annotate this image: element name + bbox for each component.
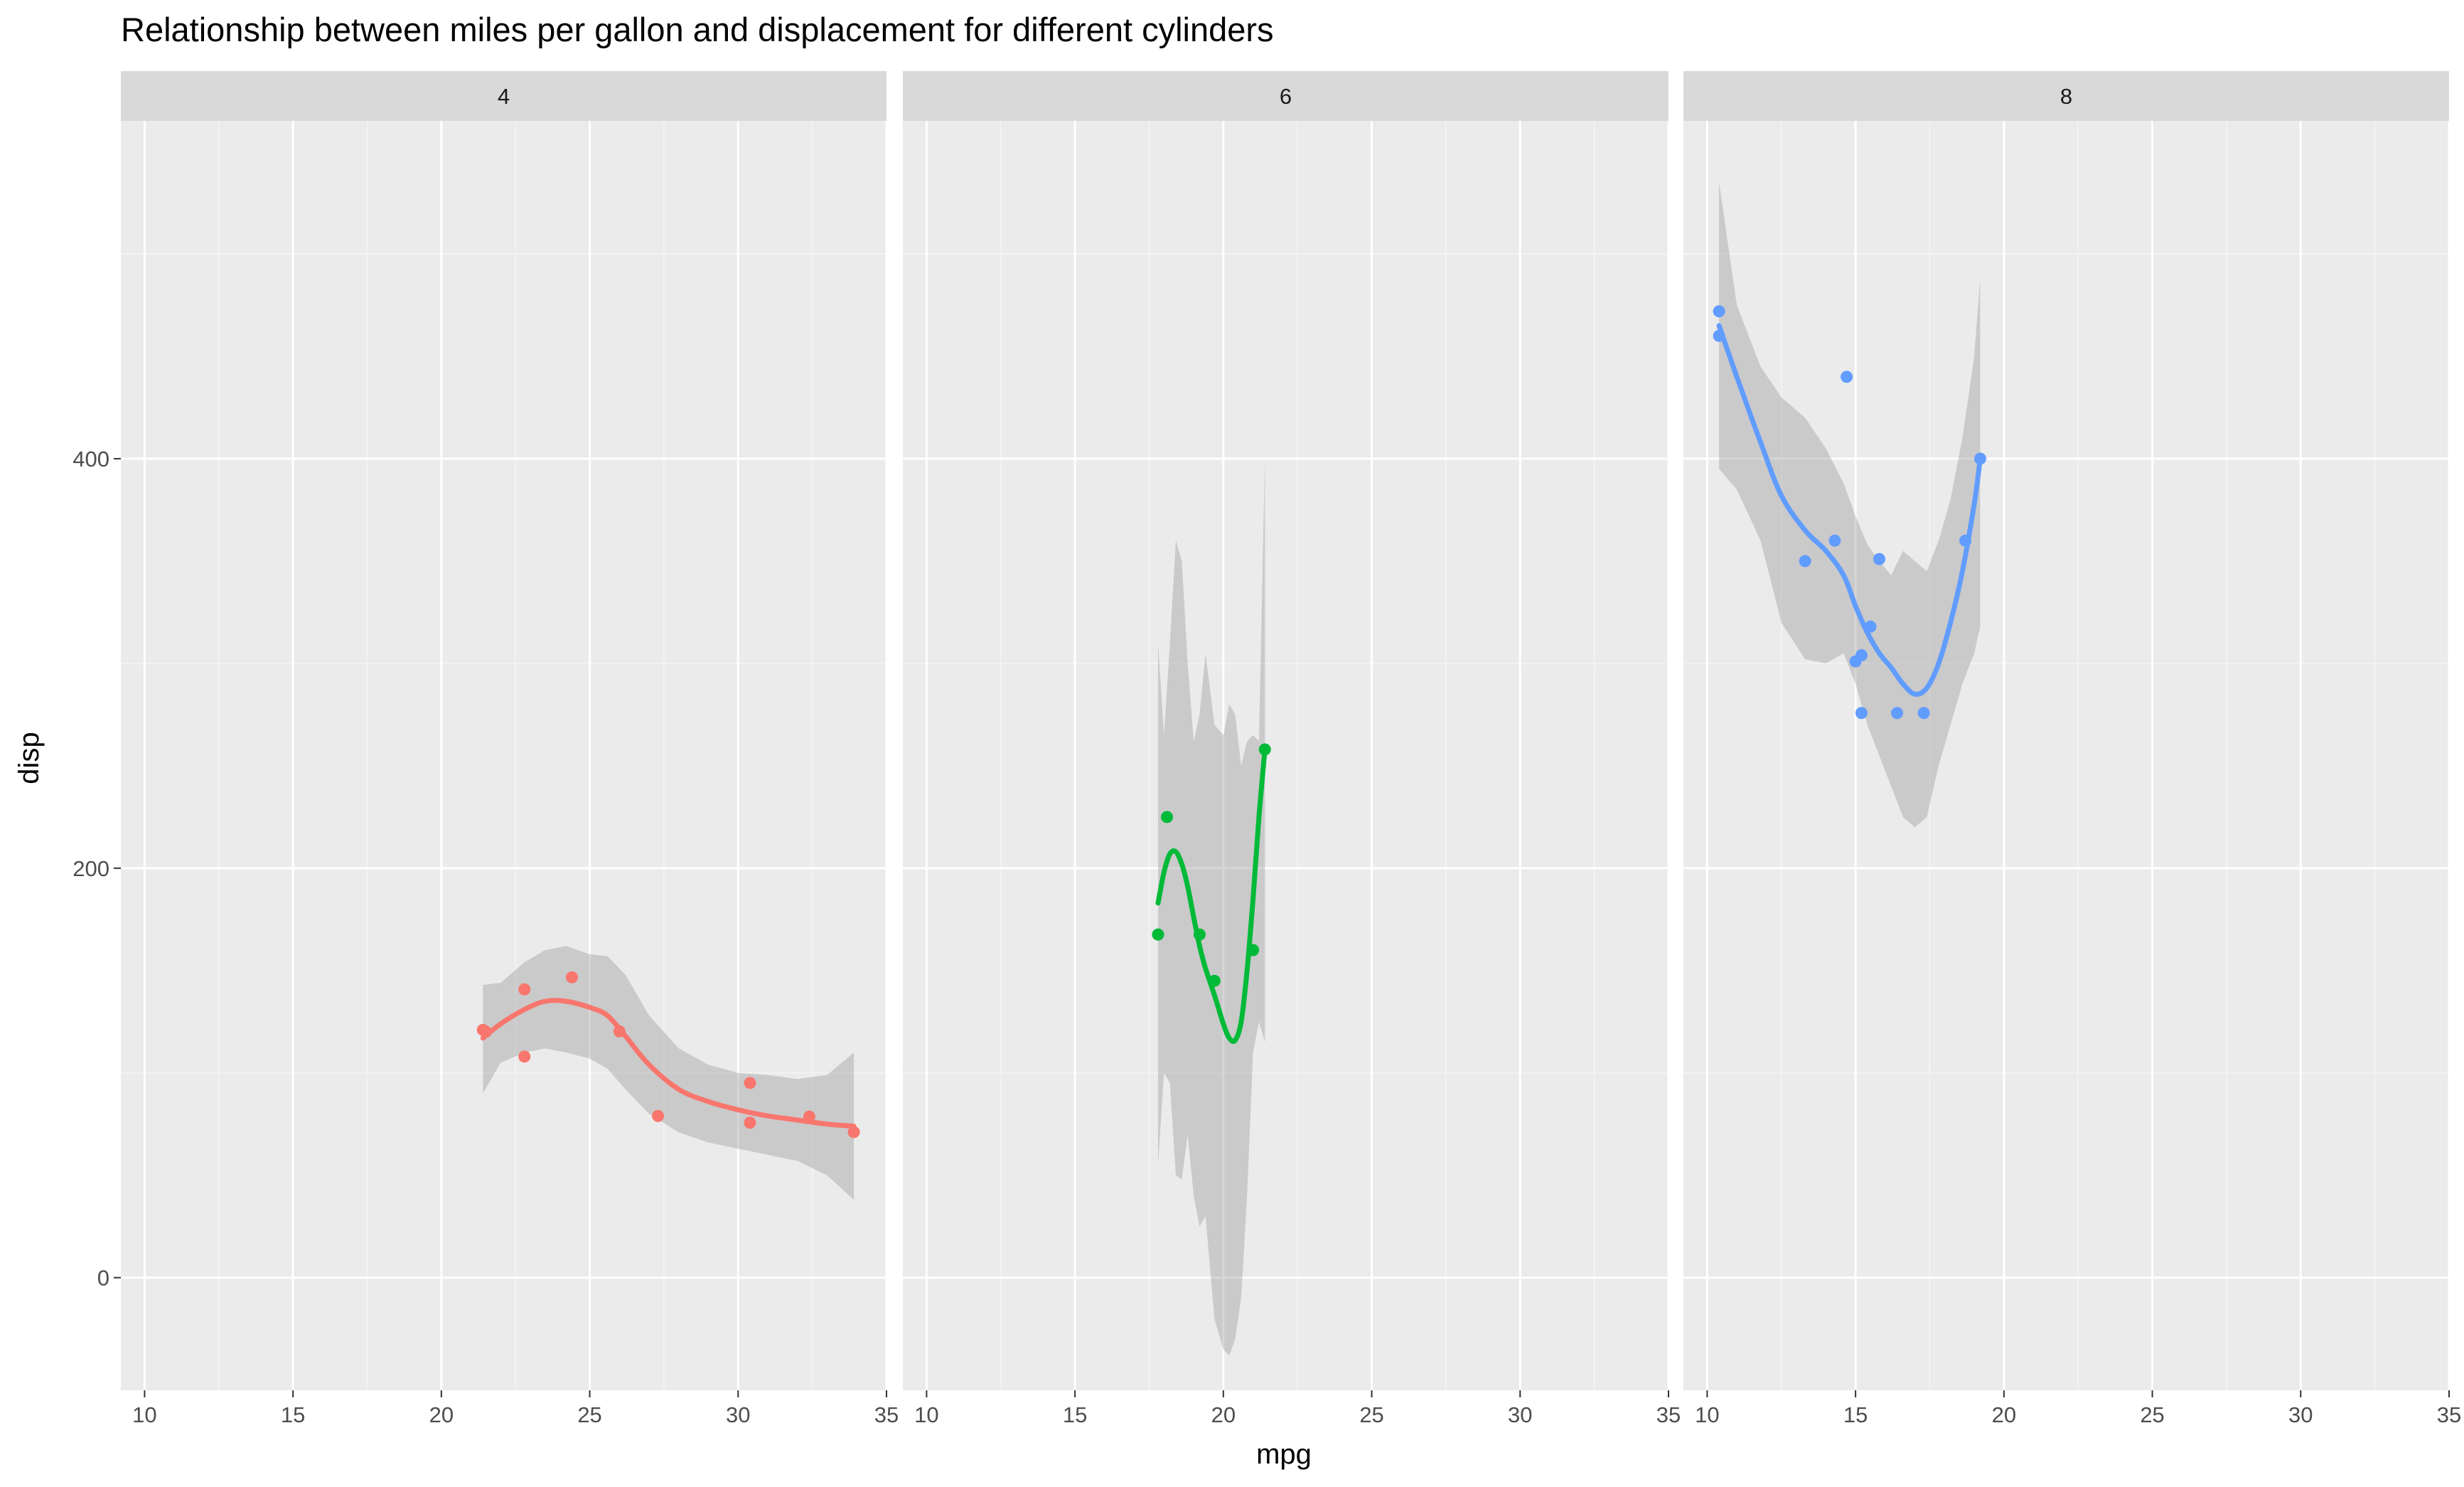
- data-point: [1849, 655, 1862, 668]
- x-tick-label: 10: [1695, 1402, 1719, 1427]
- data-point: [1891, 707, 1904, 720]
- facet-strip: [1683, 71, 2449, 121]
- x-tick-label: 25: [1359, 1402, 1383, 1427]
- data-point: [1152, 928, 1164, 941]
- facet-strip-label: 4: [498, 84, 510, 109]
- data-point: [1917, 707, 1930, 720]
- x-tick-label: 15: [281, 1402, 305, 1427]
- data-point: [652, 1109, 665, 1122]
- x-tick-label: 30: [726, 1402, 750, 1427]
- panel-background: [1683, 121, 2449, 1390]
- data-point: [1855, 707, 1868, 720]
- data-point: [744, 1077, 756, 1089]
- x-tick-label: 35: [1656, 1402, 1681, 1427]
- y-axis-title: disp: [14, 732, 45, 784]
- facet-panels: 4 6 8: [121, 71, 2450, 1390]
- y-tick-label: 400: [73, 447, 109, 471]
- x-tick-label: 15: [1063, 1402, 1087, 1427]
- data-point: [518, 983, 531, 996]
- facet-strip: [121, 71, 886, 121]
- chart-title: Relationship between miles per gallon an…: [121, 11, 1274, 48]
- x-tick-label: 10: [132, 1402, 156, 1427]
- panel-data: [1152, 459, 1271, 1356]
- panel-data: [476, 946, 860, 1200]
- x-tick-label: 25: [2140, 1402, 2164, 1427]
- x-tick-label: 20: [1211, 1402, 1236, 1427]
- x-axis-title: mpg: [1256, 1439, 1312, 1470]
- data-point: [518, 1050, 531, 1063]
- x-tick-label: 20: [429, 1402, 454, 1427]
- data-point: [1828, 534, 1841, 547]
- panel-background: [903, 121, 1668, 1390]
- confidence-band: [1158, 459, 1265, 1356]
- facet-strip-label: 6: [1280, 84, 1292, 109]
- y-tick-label: 200: [73, 856, 109, 881]
- facet-strip-label: 8: [2060, 84, 2072, 109]
- x-tick-label: 10: [914, 1402, 938, 1427]
- panel-data: [1713, 182, 1986, 828]
- data-point: [744, 1116, 756, 1129]
- data-point: [1713, 305, 1725, 318]
- y-axis: 0 200 400: [73, 447, 121, 1291]
- confidence-band: [483, 946, 855, 1200]
- x-tick-label: 20: [1992, 1402, 2016, 1427]
- data-point: [1873, 553, 1886, 565]
- confidence-band: [1719, 182, 1981, 828]
- data-point: [1841, 371, 1853, 383]
- facet-panel-8: 8: [1683, 71, 2450, 1390]
- data-point: [1799, 555, 1811, 567]
- x-tick-label: 15: [1843, 1402, 1868, 1427]
- x-tick-label: 30: [1508, 1402, 1532, 1427]
- smooth-line: [1155, 747, 1268, 1044]
- data-point: [847, 1126, 860, 1139]
- smooth-line: [480, 998, 857, 1129]
- data-point: [1161, 811, 1174, 824]
- x-tick-label: 35: [2437, 1402, 2461, 1427]
- data-point: [566, 971, 579, 984]
- y-tick-label: 0: [97, 1266, 109, 1291]
- x-tick-label: 35: [874, 1402, 899, 1427]
- x-tick-label: 30: [2288, 1402, 2313, 1427]
- panel-background: [121, 121, 886, 1390]
- facet-panel-6: 6: [903, 71, 1670, 1390]
- smooth-line: [1716, 323, 1983, 697]
- x-axes: 10 15 20 25 30 35 10 15 20 25 30 35 10 15 20 25 30 35: [132, 1390, 2461, 1427]
- x-tick-label: 25: [577, 1402, 601, 1427]
- facet-strip: [903, 71, 1668, 121]
- facet-panel-4: 4: [121, 71, 888, 1390]
